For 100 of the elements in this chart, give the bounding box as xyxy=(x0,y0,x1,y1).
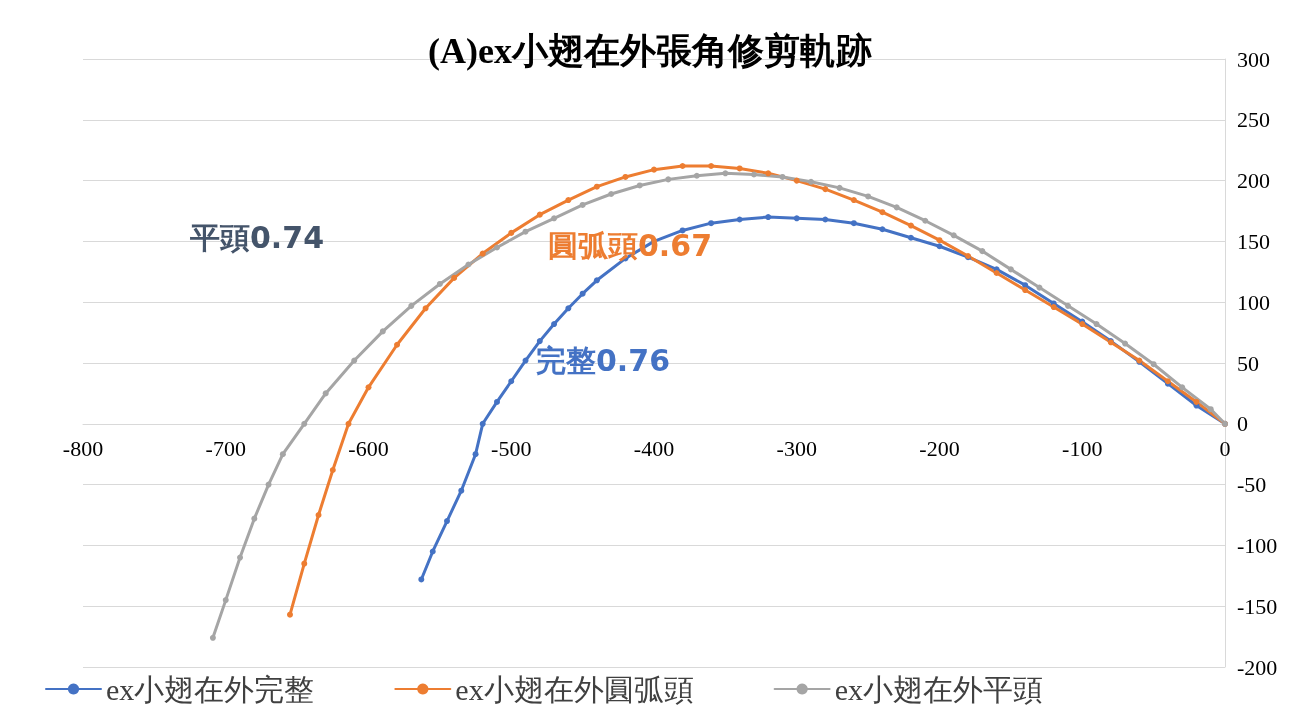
point xyxy=(922,217,929,224)
point xyxy=(422,305,429,312)
point xyxy=(493,244,500,251)
y-tick-label: 150 xyxy=(1237,228,1270,254)
point xyxy=(329,467,336,474)
y-tick-label: 250 xyxy=(1237,107,1270,133)
point xyxy=(1022,282,1029,289)
legend-label: ex小翅在外完整 xyxy=(106,672,315,706)
point xyxy=(508,229,515,236)
point xyxy=(565,305,572,312)
point xyxy=(850,220,857,227)
point xyxy=(286,611,293,618)
point xyxy=(345,420,352,427)
point xyxy=(508,378,515,385)
x-tick-label: -200 xyxy=(919,436,960,462)
point xyxy=(879,209,886,216)
point xyxy=(893,204,900,211)
point xyxy=(993,270,1000,277)
point xyxy=(822,186,829,193)
y-tick-label: -200 xyxy=(1237,654,1278,680)
point xyxy=(536,338,543,345)
point xyxy=(593,277,600,284)
point xyxy=(1122,340,1129,347)
point xyxy=(936,237,943,244)
point xyxy=(1179,384,1186,391)
x-tick-label: 0 xyxy=(1219,436,1231,462)
point xyxy=(322,390,329,397)
annotation: 完整0.76 xyxy=(536,342,671,378)
point xyxy=(1064,302,1071,309)
point xyxy=(622,173,629,180)
y-tick-label: -50 xyxy=(1237,472,1267,498)
point xyxy=(1050,304,1057,311)
point xyxy=(765,214,772,221)
point xyxy=(950,232,957,239)
point xyxy=(522,357,529,364)
point xyxy=(1022,287,1029,294)
x-tick-label: -600 xyxy=(348,436,389,462)
point xyxy=(822,216,829,223)
point xyxy=(472,451,479,458)
y-tick-label: 200 xyxy=(1237,168,1270,194)
x-tick-label: -800 xyxy=(62,436,104,462)
point xyxy=(850,197,857,204)
x-tick-label: -300 xyxy=(776,436,817,462)
point xyxy=(265,481,272,488)
point xyxy=(1150,361,1157,368)
point xyxy=(907,234,914,241)
point xyxy=(750,171,757,178)
point xyxy=(444,518,451,525)
point xyxy=(222,597,229,604)
point xyxy=(436,280,443,287)
point xyxy=(579,290,586,297)
annotation: 平頭0.74 xyxy=(189,219,325,255)
point xyxy=(907,222,914,229)
point xyxy=(1207,406,1214,413)
y-tick-label: 100 xyxy=(1237,289,1270,315)
point xyxy=(408,302,415,309)
x-tick-label: -100 xyxy=(1062,436,1103,462)
point xyxy=(209,634,216,641)
y-tick-label: -150 xyxy=(1237,593,1278,619)
point xyxy=(579,201,586,208)
x-tick-label: -700 xyxy=(205,436,246,462)
y-tick-label: -100 xyxy=(1237,532,1278,558)
point xyxy=(1093,321,1100,328)
point xyxy=(979,248,986,255)
point xyxy=(808,178,815,185)
x-tick-label: -400 xyxy=(633,436,675,462)
point xyxy=(722,170,729,177)
point xyxy=(665,176,672,183)
point xyxy=(536,211,543,218)
point xyxy=(301,560,308,567)
point xyxy=(708,220,715,227)
point xyxy=(315,512,322,518)
point xyxy=(565,197,572,204)
point xyxy=(1193,398,1200,405)
point xyxy=(679,163,686,170)
point xyxy=(479,420,486,427)
point xyxy=(551,321,558,328)
point xyxy=(351,357,358,364)
point xyxy=(793,177,800,184)
point xyxy=(879,226,886,233)
point xyxy=(793,215,800,222)
point xyxy=(593,183,600,190)
point xyxy=(708,163,715,170)
point xyxy=(765,170,772,177)
point xyxy=(1036,284,1043,291)
y-tick-label: 50 xyxy=(1237,350,1259,376)
point xyxy=(1007,266,1014,273)
point xyxy=(394,341,401,348)
point xyxy=(493,398,500,405)
point xyxy=(693,172,700,179)
point xyxy=(865,193,872,200)
annotation: 圓弧頭0.67 xyxy=(548,227,713,263)
legend-label: ex小翅在外平頭 xyxy=(834,672,1043,706)
point xyxy=(237,554,244,561)
point xyxy=(836,184,843,191)
point xyxy=(779,173,786,180)
y-tick-label: 300 xyxy=(1237,46,1270,72)
point xyxy=(451,274,458,281)
point xyxy=(251,515,258,522)
legend-label: ex小翅在外圓弧頭 xyxy=(455,672,694,706)
